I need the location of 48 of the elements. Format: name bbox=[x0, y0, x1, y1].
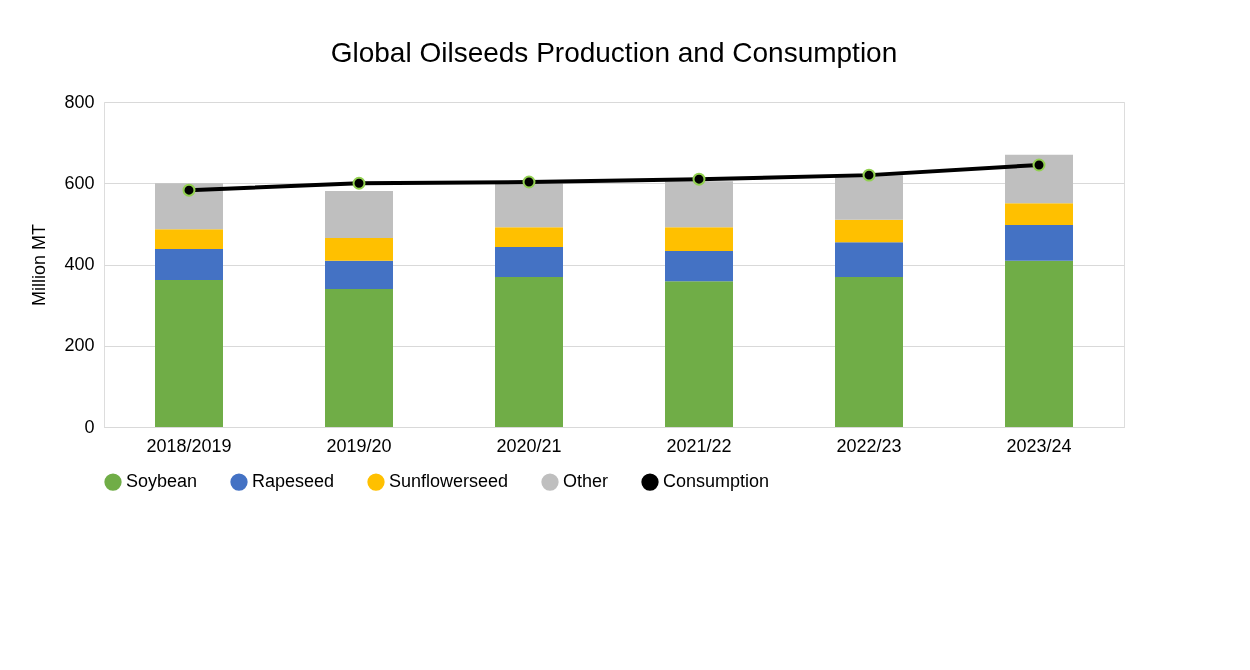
y-tick-label: 400 bbox=[64, 254, 95, 274]
point bbox=[182, 183, 196, 197]
x-tick-label: 2018/2019 bbox=[146, 435, 232, 456]
bar bbox=[155, 279, 223, 427]
bar bbox=[665, 251, 733, 282]
legend-label: Consumption bbox=[663, 471, 770, 492]
bar bbox=[325, 190, 393, 239]
bar bbox=[325, 260, 393, 289]
bar bbox=[155, 229, 223, 250]
x-tick-label: 2023/24 bbox=[1006, 435, 1072, 456]
point bbox=[352, 176, 366, 190]
x-tick-label: 2019/20 bbox=[326, 435, 392, 456]
bar bbox=[1005, 260, 1073, 427]
bar bbox=[665, 227, 733, 252]
y-axis-title: Million MT bbox=[29, 223, 50, 307]
bar bbox=[325, 288, 393, 427]
y-tick-label: 600 bbox=[64, 172, 95, 193]
x-tick-label: 2021/22 bbox=[666, 435, 732, 456]
bar bbox=[495, 227, 563, 248]
point bbox=[692, 172, 706, 186]
bar bbox=[495, 247, 563, 278]
legend-label: Sunflowerseed bbox=[389, 471, 509, 492]
point bbox=[522, 175, 536, 189]
bar bbox=[155, 183, 223, 230]
x-tick-label: 2022/23 bbox=[836, 435, 902, 456]
legend-label: Soybean bbox=[126, 471, 198, 492]
point bbox=[862, 168, 876, 182]
legend-label: Rapeseed bbox=[252, 471, 335, 492]
bar bbox=[835, 277, 903, 427]
y-tick-label: 800 bbox=[64, 91, 95, 112]
bar bbox=[835, 219, 903, 243]
y-tick-label: 0 bbox=[84, 416, 95, 437]
chart-title: Global Oilseeds Production and Consumption bbox=[330, 37, 898, 68]
y-tick-label: 200 bbox=[64, 335, 95, 356]
bar bbox=[495, 182, 563, 228]
point bbox=[1032, 158, 1046, 172]
legend-label: Other bbox=[563, 471, 609, 492]
bar bbox=[495, 277, 563, 427]
bar bbox=[325, 238, 393, 261]
bar bbox=[835, 175, 903, 220]
bar bbox=[1005, 154, 1073, 204]
bar bbox=[1005, 203, 1073, 226]
bar bbox=[1005, 225, 1073, 261]
bar bbox=[155, 249, 223, 280]
bar bbox=[835, 242, 903, 278]
bar bbox=[665, 181, 733, 228]
x-tick-label: 2020/21 bbox=[496, 435, 562, 456]
bar bbox=[665, 281, 733, 427]
